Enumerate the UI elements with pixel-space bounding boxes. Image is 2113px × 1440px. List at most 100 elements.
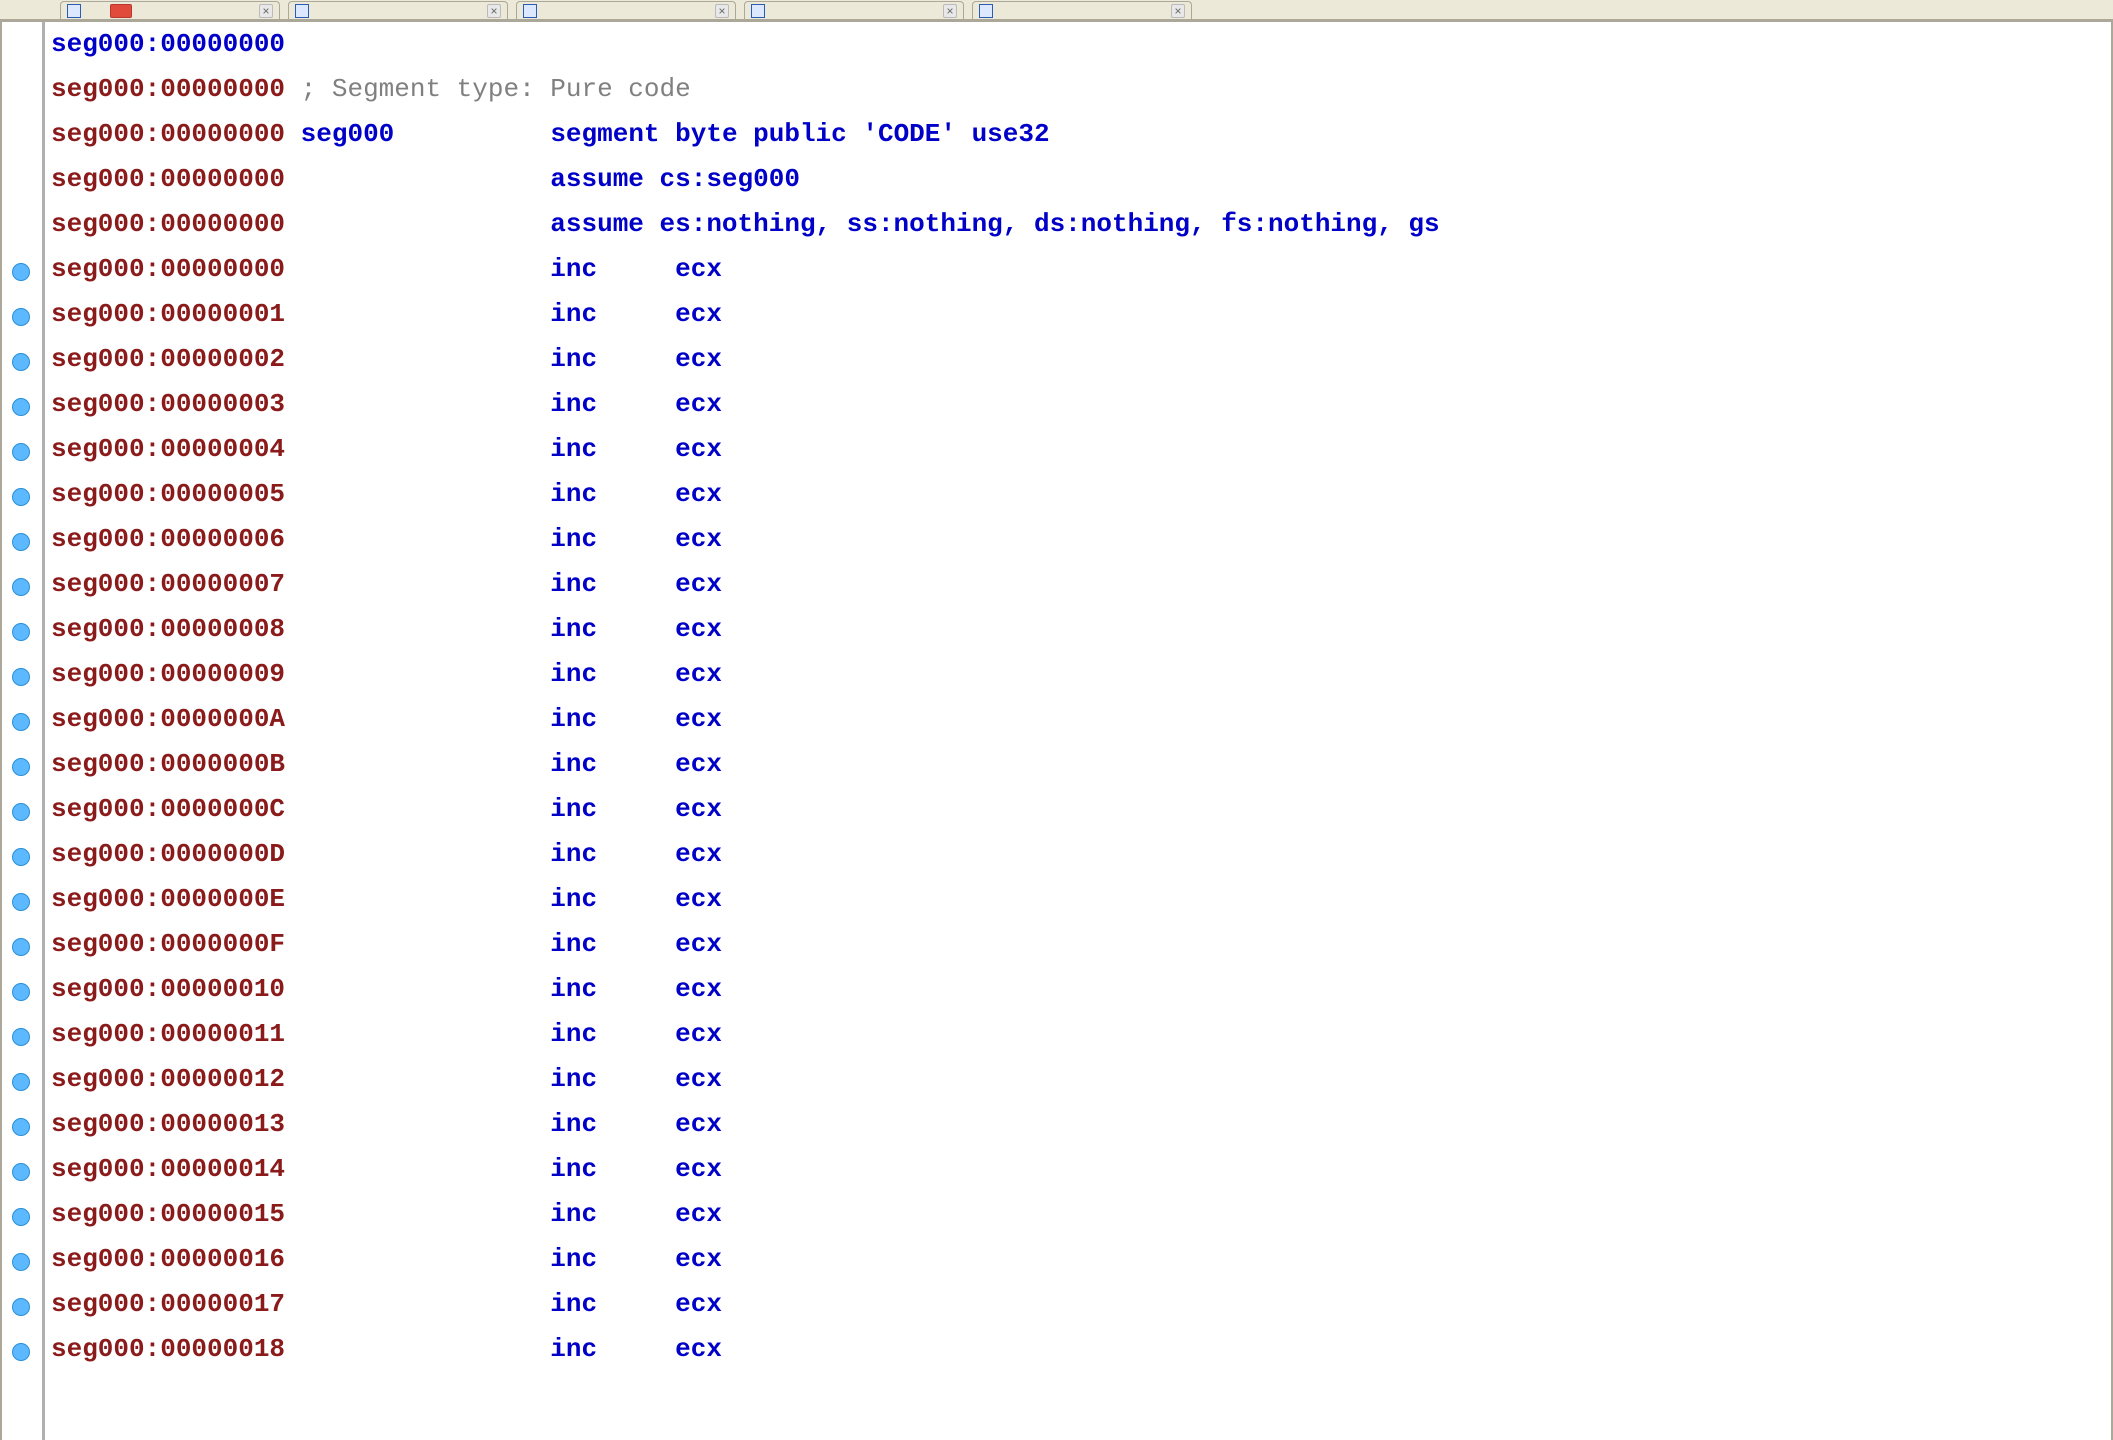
breakpoint-marker-icon[interactable] bbox=[12, 713, 30, 731]
address: seg000:00000000 bbox=[51, 119, 285, 149]
disasm-line[interactable]: seg000:00000010 inc ecx bbox=[51, 967, 2111, 1012]
disasm-line[interactable]: seg000:00000017 inc ecx bbox=[51, 1282, 2111, 1327]
breakpoint-marker-icon[interactable] bbox=[12, 1253, 30, 1271]
close-icon[interactable]: × bbox=[715, 4, 729, 18]
tab[interactable]: × bbox=[288, 1, 508, 19]
disasm-line[interactable]: seg000:00000012 inc ecx bbox=[51, 1057, 2111, 1102]
mnemonic: inc bbox=[550, 614, 597, 644]
breakpoint-marker-icon[interactable] bbox=[12, 623, 30, 641]
disasm-line[interactable]: seg000:00000016 inc ecx bbox=[51, 1237, 2111, 1282]
mnemonic: inc bbox=[550, 749, 597, 779]
disasm-line[interactable]: seg000:00000018 inc ecx bbox=[51, 1327, 2111, 1372]
breakpoint-marker-icon[interactable] bbox=[12, 758, 30, 776]
operand: ecx bbox=[675, 1109, 722, 1139]
operand: ecx bbox=[675, 1064, 722, 1094]
breakpoint-marker-icon[interactable] bbox=[12, 848, 30, 866]
operand: ecx bbox=[675, 434, 722, 464]
breakpoint-marker-icon[interactable] bbox=[12, 1073, 30, 1091]
tab[interactable]: × bbox=[744, 1, 964, 19]
disasm-line[interactable]: seg000:00000000 seg000 segment byte publ… bbox=[51, 112, 2111, 157]
mnemonic: inc bbox=[550, 344, 597, 374]
breakpoint-marker-icon[interactable] bbox=[12, 578, 30, 596]
mnemonic: inc bbox=[550, 1019, 597, 1049]
mnemonic: inc bbox=[550, 974, 597, 1004]
breakpoint-marker-icon[interactable] bbox=[12, 353, 30, 371]
breakpoint-marker-icon[interactable] bbox=[12, 983, 30, 1001]
disasm-line[interactable]: seg000:00000000 bbox=[51, 22, 2111, 67]
disasm-line[interactable]: seg000:0000000A inc ecx bbox=[51, 697, 2111, 742]
breakpoint-marker-icon[interactable] bbox=[12, 308, 30, 326]
address: seg000:0000000E bbox=[51, 884, 285, 914]
breakpoint-marker-icon[interactable] bbox=[12, 1028, 30, 1046]
mnemonic: inc bbox=[550, 1289, 597, 1319]
disasm-line[interactable]: seg000:00000000 assume es:nothing, ss:no… bbox=[51, 202, 2111, 247]
breakpoint-marker-icon[interactable] bbox=[12, 938, 30, 956]
breakpoint-marker-icon[interactable] bbox=[12, 1118, 30, 1136]
disasm-line[interactable]: seg000:00000000 assume cs:seg000 bbox=[51, 157, 2111, 202]
window-icon bbox=[979, 4, 993, 18]
breakpoint-marker-icon[interactable] bbox=[12, 488, 30, 506]
disasm-line[interactable]: seg000:00000009 inc ecx bbox=[51, 652, 2111, 697]
address: seg000:0000000D bbox=[51, 839, 285, 869]
breakpoint-marker-icon[interactable] bbox=[12, 893, 30, 911]
tab[interactable]: × bbox=[972, 1, 1192, 19]
address: seg000:00000018 bbox=[51, 1334, 285, 1364]
disasm-line[interactable]: seg000:0000000C inc ecx bbox=[51, 787, 2111, 832]
tab[interactable]: × bbox=[60, 1, 280, 19]
disasm-line[interactable]: seg000:00000000 ; Segment type: Pure cod… bbox=[51, 67, 2111, 112]
disasm-line[interactable]: seg000:00000007 inc ecx bbox=[51, 562, 2111, 607]
tab[interactable]: × bbox=[516, 1, 736, 19]
address: seg000:00000007 bbox=[51, 569, 285, 599]
operand: ecx bbox=[675, 1244, 722, 1274]
disasm-line[interactable]: seg000:00000000 inc ecx bbox=[51, 247, 2111, 292]
disasm-line[interactable]: seg000:0000000B inc ecx bbox=[51, 742, 2111, 787]
address: seg000:00000000 bbox=[51, 74, 285, 104]
breakpoint-marker-icon[interactable] bbox=[12, 1343, 30, 1361]
close-icon[interactable]: × bbox=[943, 4, 957, 18]
mnemonic: inc bbox=[550, 1109, 597, 1139]
disasm-line[interactable]: seg000:00000011 inc ecx bbox=[51, 1012, 2111, 1057]
disasm-line[interactable]: seg000:00000015 inc ecx bbox=[51, 1192, 2111, 1237]
breakpoint-marker-icon[interactable] bbox=[12, 803, 30, 821]
disasm-line[interactable]: seg000:00000006 inc ecx bbox=[51, 517, 2111, 562]
breakpoint-marker-icon[interactable] bbox=[12, 668, 30, 686]
operand: ecx bbox=[675, 389, 722, 419]
close-icon[interactable]: × bbox=[259, 4, 273, 18]
disasm-line[interactable]: seg000:0000000F inc ecx bbox=[51, 922, 2111, 967]
disasm-line[interactable]: seg000:00000004 inc ecx bbox=[51, 427, 2111, 472]
disasm-line[interactable]: seg000:00000014 inc ecx bbox=[51, 1147, 2111, 1192]
breakpoint-marker-icon[interactable] bbox=[12, 533, 30, 551]
operand: ecx bbox=[675, 1199, 722, 1229]
address: seg000:0000000C bbox=[51, 794, 285, 824]
address: seg000:00000000 bbox=[51, 29, 285, 59]
address: seg000:00000010 bbox=[51, 974, 285, 1004]
disasm-line[interactable]: seg000:00000003 inc ecx bbox=[51, 382, 2111, 427]
close-icon[interactable]: × bbox=[487, 4, 501, 18]
breakpoint-marker-icon[interactable] bbox=[12, 443, 30, 461]
gutter bbox=[2, 22, 42, 1440]
mnemonic: inc bbox=[550, 254, 597, 284]
operand: ecx bbox=[675, 254, 722, 284]
token: Segment type: Pure code bbox=[332, 74, 691, 104]
close-icon[interactable]: × bbox=[1171, 4, 1185, 18]
breakpoint-marker-icon[interactable] bbox=[12, 1163, 30, 1181]
breakpoint-marker-icon[interactable] bbox=[12, 1208, 30, 1226]
breakpoint-marker-icon[interactable] bbox=[12, 1298, 30, 1316]
operand: ecx bbox=[675, 1019, 722, 1049]
breakpoint-marker-icon[interactable] bbox=[12, 263, 30, 281]
disasm-line[interactable]: seg000:0000000D inc ecx bbox=[51, 832, 2111, 877]
address: seg000:00000016 bbox=[51, 1244, 285, 1274]
disasm-line[interactable]: seg000:00000002 inc ecx bbox=[51, 337, 2111, 382]
disasm-line[interactable]: seg000:00000005 inc ecx bbox=[51, 472, 2111, 517]
breakpoint-marker-icon[interactable] bbox=[12, 398, 30, 416]
disasm-line[interactable]: seg000:00000013 inc ecx bbox=[51, 1102, 2111, 1147]
code-area[interactable]: seg000:00000000seg000:00000000 ; Segment… bbox=[42, 22, 2111, 1440]
disassembly-view[interactable]: seg000:00000000seg000:00000000 ; Segment… bbox=[0, 20, 2113, 1440]
address: seg000:00000013 bbox=[51, 1109, 285, 1139]
address: seg000:0000000F bbox=[51, 929, 285, 959]
disasm-line[interactable]: seg000:0000000E inc ecx bbox=[51, 877, 2111, 922]
disasm-line[interactable]: seg000:00000001 inc ecx bbox=[51, 292, 2111, 337]
disasm-line[interactable]: seg000:00000008 inc ecx bbox=[51, 607, 2111, 652]
address: seg000:00000000 bbox=[51, 254, 285, 284]
token: seg000 bbox=[301, 119, 395, 149]
